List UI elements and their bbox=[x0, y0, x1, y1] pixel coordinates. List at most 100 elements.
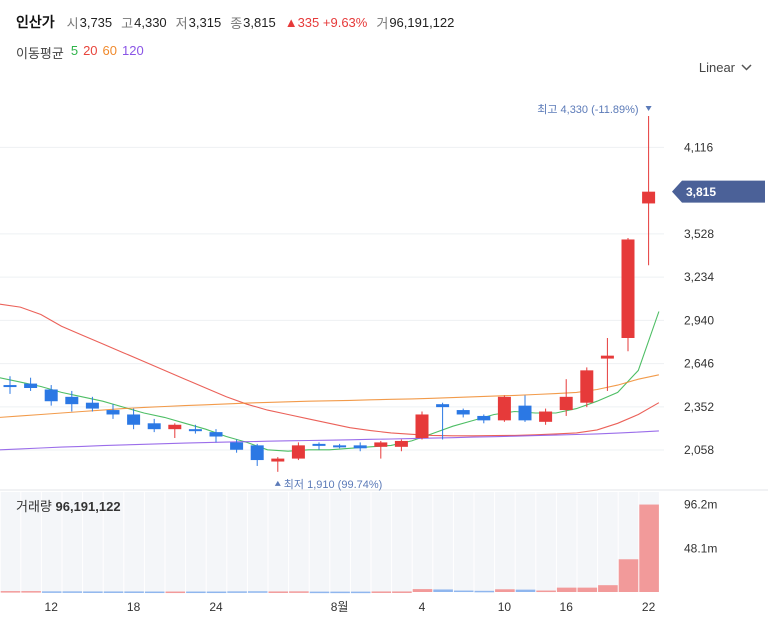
volume-column bbox=[495, 492, 515, 592]
chevron-down-icon bbox=[741, 64, 752, 71]
candle bbox=[44, 385, 58, 406]
x-tick-label: 12 bbox=[45, 600, 59, 614]
volume-column bbox=[62, 492, 83, 592]
price-tick-label: 3,528 bbox=[684, 227, 714, 241]
x-tick-label: 22 bbox=[642, 600, 656, 614]
ma-5-label[interactable]: 5 bbox=[70, 43, 79, 58]
volume-bar bbox=[350, 591, 371, 594]
candle-body bbox=[209, 432, 223, 437]
volume-bar bbox=[227, 591, 247, 593]
volume-bar bbox=[124, 591, 144, 593]
candle bbox=[353, 442, 367, 452]
candle bbox=[539, 408, 553, 425]
axes: 거래량 96,191,122 96.2m 48.1m 4,116 3,528 3,234 2… bbox=[16, 140, 765, 614]
candle-body bbox=[85, 402, 99, 409]
volume-bar bbox=[186, 591, 206, 594]
volume-bar bbox=[556, 587, 577, 592]
volume-bar bbox=[598, 585, 618, 592]
candle bbox=[209, 429, 223, 443]
ma-120-label[interactable]: 120 bbox=[122, 43, 144, 58]
candle-body bbox=[312, 443, 326, 446]
volume-column bbox=[330, 492, 350, 592]
volume-bar bbox=[330, 591, 350, 594]
volume-label: 거 bbox=[376, 15, 389, 31]
price-change-value: 335 +9.63% bbox=[297, 14, 368, 30]
candle bbox=[559, 379, 573, 416]
scale-selector[interactable]: Linear bbox=[699, 60, 752, 75]
volume-bar bbox=[412, 589, 433, 592]
candle bbox=[168, 423, 182, 438]
candle bbox=[456, 408, 470, 418]
volume-column bbox=[247, 492, 268, 592]
candle bbox=[188, 424, 202, 434]
volume-bar bbox=[536, 590, 556, 593]
volume-bar bbox=[639, 504, 659, 592]
ma-line-60 bbox=[0, 374, 660, 418]
candle bbox=[230, 439, 244, 453]
moving-average-legend: 이동평균 5 20 60 120 bbox=[16, 43, 144, 62]
up-triangle-icon: ▲ bbox=[284, 14, 298, 30]
price-tick-label: 2,940 bbox=[684, 313, 714, 327]
candle-body bbox=[415, 414, 429, 438]
candle bbox=[580, 367, 594, 408]
volume-column bbox=[227, 492, 247, 592]
candle-body bbox=[477, 415, 491, 421]
candle bbox=[250, 443, 264, 466]
volume-column bbox=[83, 492, 103, 592]
candle-body bbox=[456, 410, 470, 415]
candle-body bbox=[394, 440, 408, 447]
volume-bar bbox=[144, 591, 165, 594]
volume-bar bbox=[247, 591, 268, 593]
x-tick-label: 18 bbox=[127, 600, 141, 614]
candle-body bbox=[518, 405, 532, 421]
candle bbox=[374, 440, 388, 459]
candle-body bbox=[436, 404, 450, 408]
candle bbox=[271, 457, 285, 472]
candle bbox=[312, 442, 326, 450]
volume-bar bbox=[453, 590, 474, 593]
stock-name: 인산가 bbox=[16, 14, 55, 30]
candle-body bbox=[642, 191, 656, 204]
candle bbox=[642, 115, 656, 266]
candle-body bbox=[580, 370, 594, 403]
price-tick-label: 4,116 bbox=[684, 140, 713, 154]
volume-column bbox=[515, 492, 536, 592]
candles bbox=[3, 115, 656, 472]
volume-bar bbox=[21, 591, 41, 593]
volume-title: 거래량 96,191,122 bbox=[16, 499, 121, 514]
volume-tick-label: 96.2m bbox=[684, 498, 717, 512]
volume-bar bbox=[577, 587, 598, 592]
volume-column bbox=[350, 492, 371, 592]
ma-20-label[interactable]: 20 bbox=[83, 43, 98, 58]
moving-average-lines bbox=[0, 303, 660, 452]
volume-column bbox=[206, 492, 227, 592]
volume-column bbox=[309, 492, 330, 592]
candle bbox=[65, 390, 79, 412]
price-tick-label: 3,234 bbox=[684, 270, 714, 284]
candle bbox=[3, 376, 17, 394]
ma-60-label[interactable]: 60 bbox=[102, 43, 118, 58]
candle bbox=[621, 238, 635, 352]
current-price-label: 3,815 bbox=[686, 185, 716, 199]
volume-column bbox=[371, 492, 392, 592]
close-price: 3,815 bbox=[243, 14, 276, 30]
volume-bar bbox=[83, 591, 103, 593]
volume-bar bbox=[0, 591, 21, 593]
min-price-annotation: 최저 1,910 (99.74%) bbox=[284, 478, 383, 491]
volume-column bbox=[556, 492, 577, 592]
scale-label: Linear bbox=[698, 60, 735, 75]
candle bbox=[85, 396, 99, 412]
candle-body bbox=[127, 414, 141, 425]
price-change: ▲335 +9.63% bbox=[285, 15, 368, 30]
low-label: 저 bbox=[175, 15, 188, 31]
volume-bar bbox=[618, 559, 639, 592]
candle-body bbox=[353, 445, 367, 449]
volume-column bbox=[186, 492, 206, 592]
volume-column bbox=[41, 492, 62, 592]
candle bbox=[291, 442, 305, 461]
volume-bar bbox=[371, 591, 392, 593]
current-price-tag bbox=[672, 180, 765, 203]
candle-body bbox=[291, 445, 305, 459]
volume-column bbox=[474, 492, 495, 592]
